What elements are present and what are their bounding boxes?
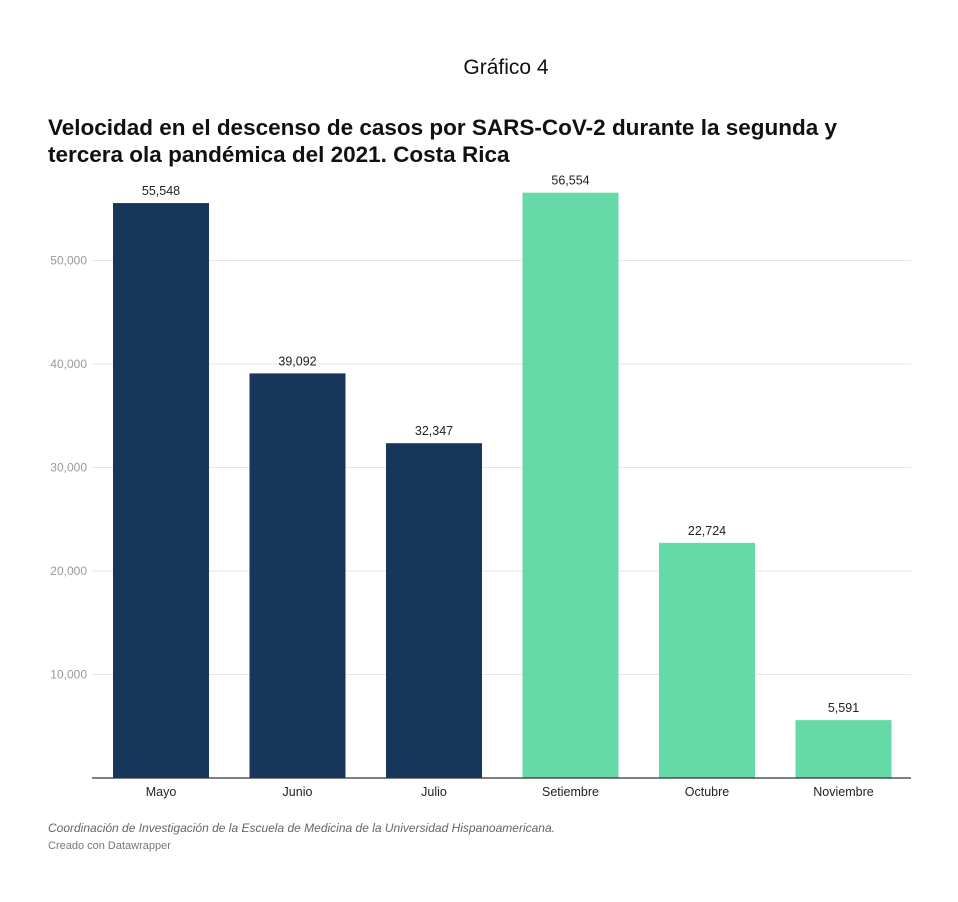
bar	[659, 542, 755, 778]
y-tick-label: 50,000	[50, 254, 87, 268]
x-tick-label: Noviembre	[813, 785, 873, 799]
bar	[249, 373, 346, 778]
data-label: 32,347	[415, 424, 453, 438]
chart-notes: Coordinación de Investigación de la Escu…	[48, 821, 555, 835]
bar	[795, 720, 892, 778]
bar	[113, 203, 209, 779]
x-tick-label: Julio	[421, 785, 447, 799]
data-label: 56,554	[551, 174, 589, 188]
y-tick-label: 30,000	[50, 461, 87, 475]
y-tick-label: 10,000	[50, 668, 87, 682]
bar	[386, 443, 482, 778]
bar	[522, 192, 619, 778]
y-tick-label: 20,000	[50, 564, 87, 578]
y-tick-label: 40,000	[50, 357, 87, 371]
data-label: 39,092	[278, 354, 316, 368]
data-label: 5,591	[828, 701, 859, 715]
x-tick-label: Mayo	[146, 785, 177, 799]
data-label: 55,548	[142, 184, 180, 198]
chart-credit: Creado con Datawrapper	[48, 840, 171, 852]
data-label: 22,724	[688, 524, 726, 538]
x-tick-label: Setiembre	[542, 785, 599, 799]
x-tick-label: Junio	[283, 785, 313, 799]
x-tick-label: Octubre	[685, 785, 730, 799]
figure-heading: Gráfico 4	[463, 56, 549, 79]
chart-title: Velocidad en el descenso de casos por SA…	[48, 115, 837, 167]
